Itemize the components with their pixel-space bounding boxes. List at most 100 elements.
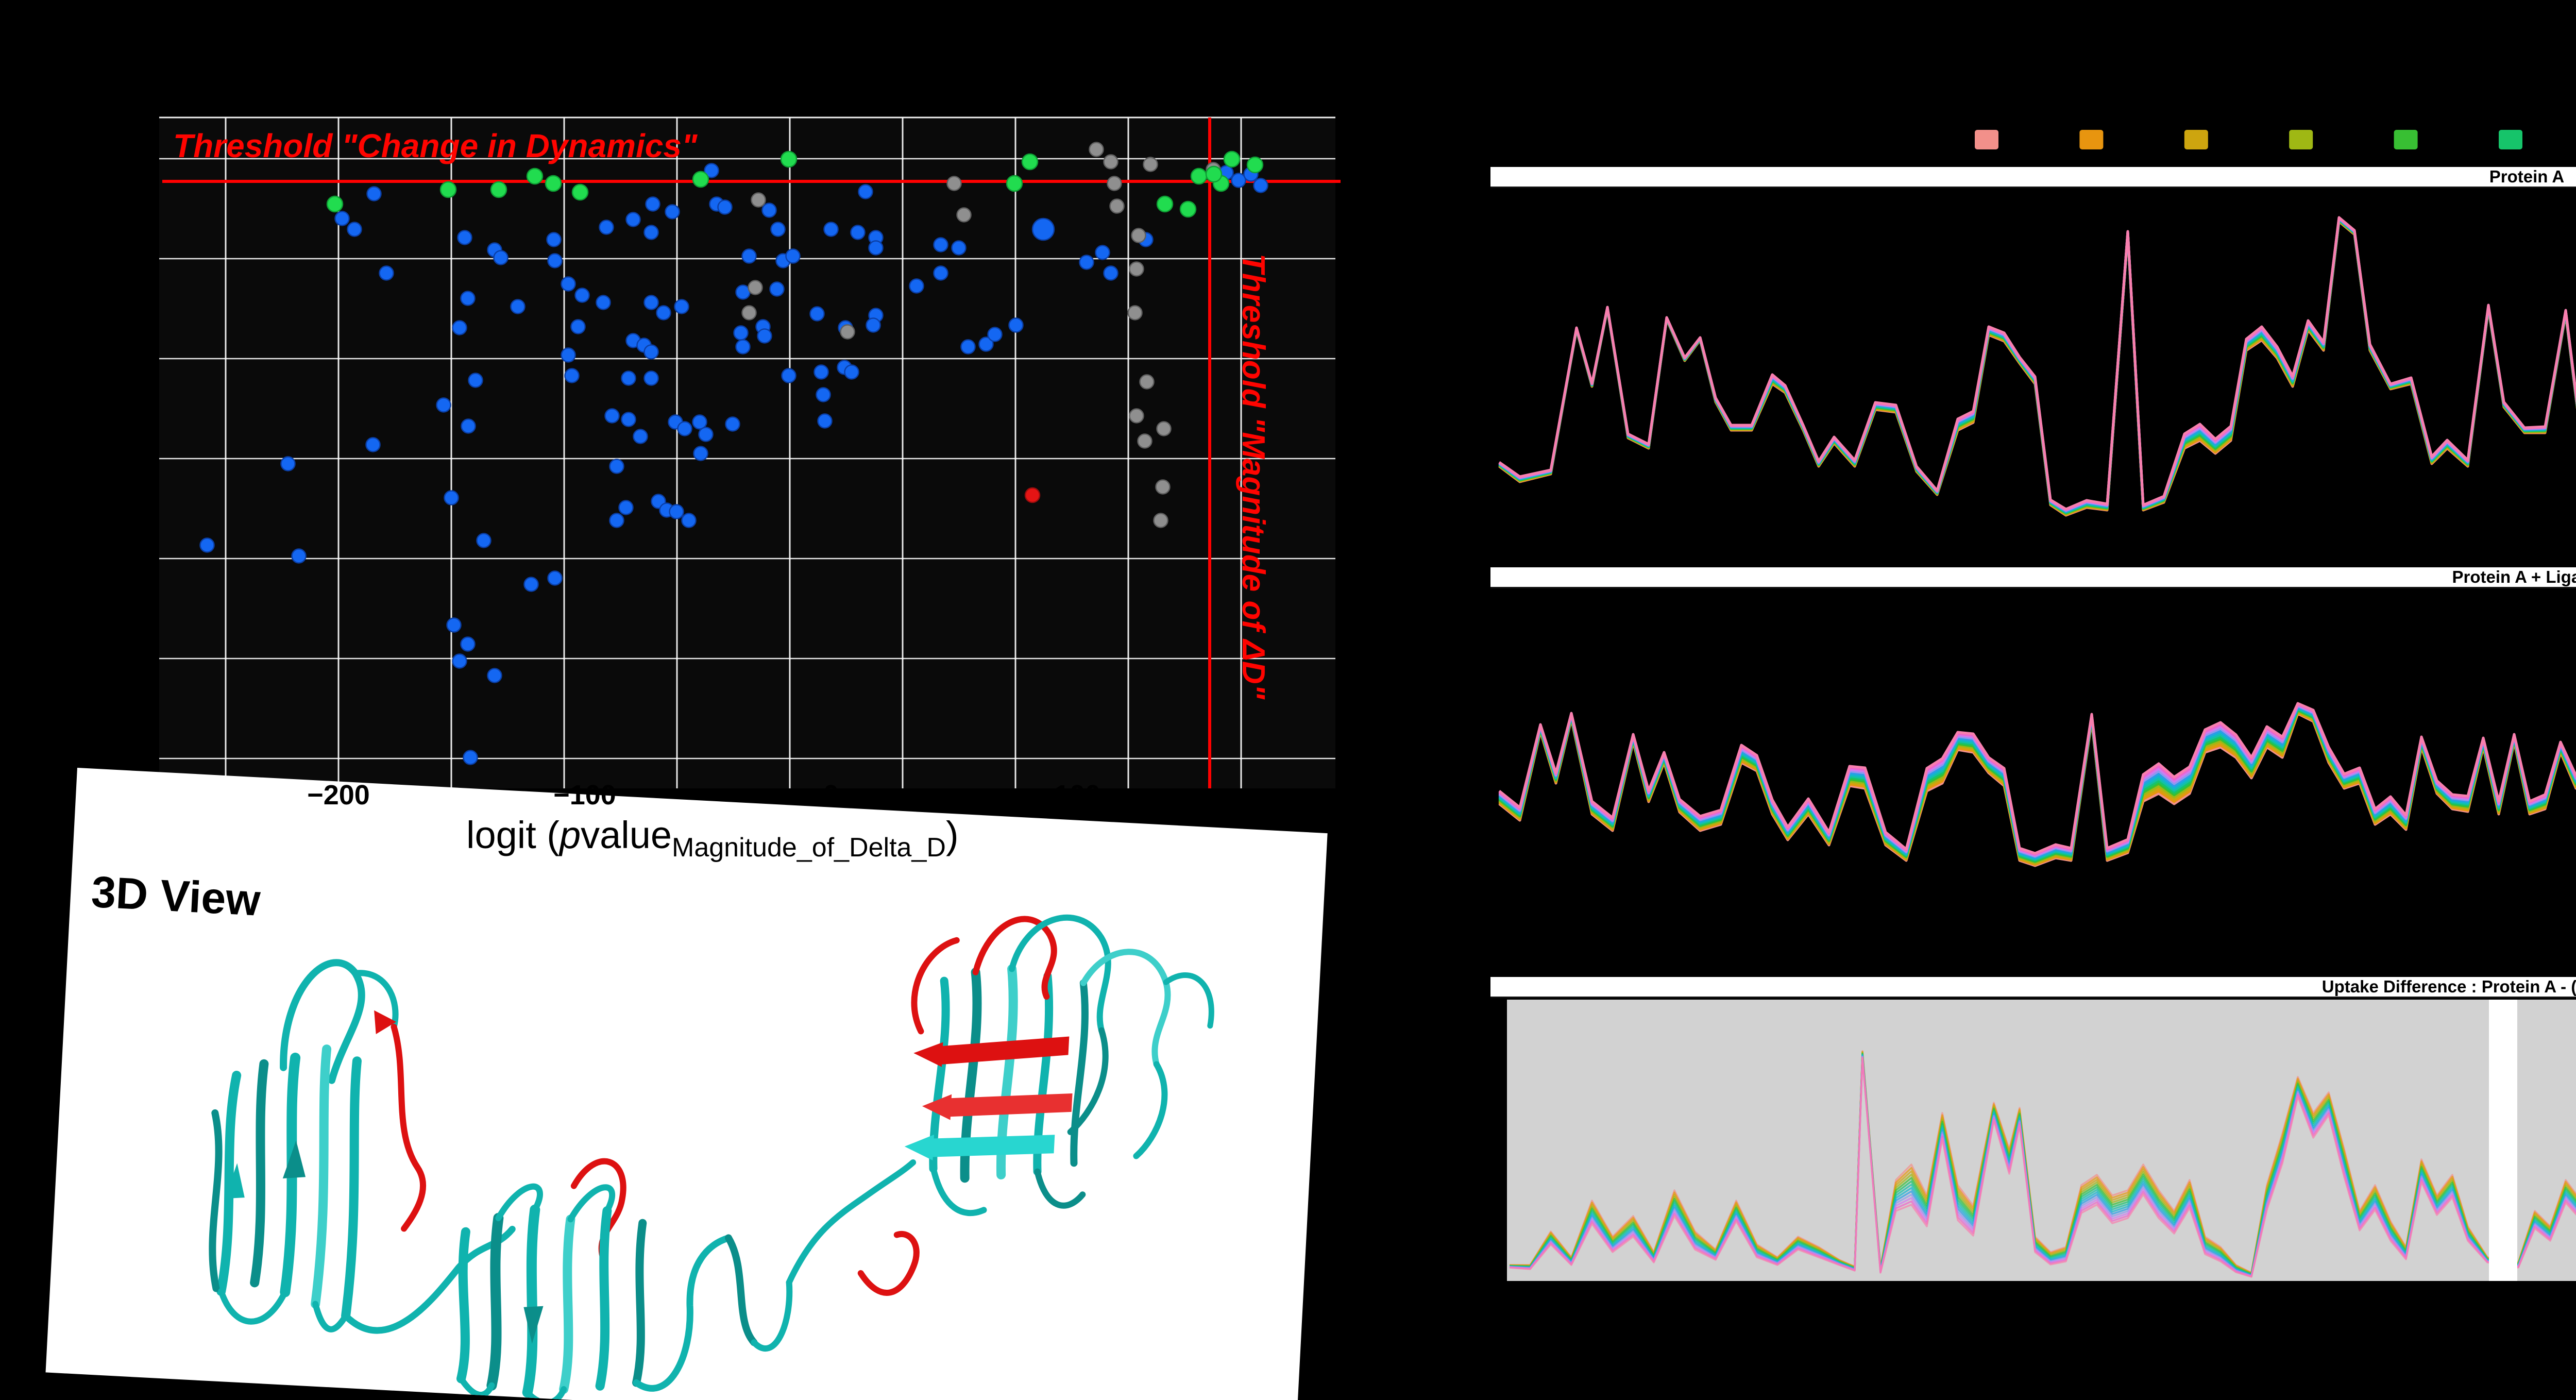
volcano-point-gray xyxy=(1089,142,1104,157)
volcano-point-blue xyxy=(1095,245,1110,260)
legend-swatch xyxy=(2499,130,2522,149)
volcano-x-tick: −100 xyxy=(553,780,616,811)
volcano-point-green xyxy=(1156,195,1174,213)
threshold-dynamics-label: Threshold "Change in Dynamics" xyxy=(173,127,698,164)
volcano-point-blue xyxy=(681,513,697,528)
3d-view-card[interactable]: 3D View xyxy=(45,768,1328,1400)
volcano-point-blue xyxy=(461,418,476,434)
volcano-point-blue xyxy=(468,373,483,388)
volcano-point-blue xyxy=(704,163,719,178)
volcano-point-blue xyxy=(618,500,634,515)
volcano-point-gray xyxy=(1107,176,1122,191)
legend-swatch xyxy=(2289,130,2313,149)
volcano-point-gray xyxy=(956,207,972,223)
volcano-point-blue xyxy=(643,225,659,240)
volcano-plot xyxy=(159,116,1341,788)
volcano-point-blue xyxy=(698,427,714,442)
volcano-point-green xyxy=(780,150,798,168)
volcano-point-blue xyxy=(933,265,948,281)
volcano-point-blue xyxy=(365,437,381,452)
volcano-point-blue xyxy=(547,253,563,268)
volcano-point-green xyxy=(571,183,589,201)
uptake-panel-3 xyxy=(1507,1000,2576,1281)
volcano-point-blue xyxy=(609,513,624,528)
volcano-point-blue xyxy=(564,368,580,383)
volcano-point-blue xyxy=(609,459,624,474)
volcano-point-blue xyxy=(933,237,948,252)
volcano-point-blue xyxy=(625,212,641,227)
volcano-x-tick: 100 xyxy=(1054,780,1101,811)
panel-title-protein-a: Protein A xyxy=(1490,167,2576,188)
volcano-point-blue xyxy=(570,319,586,334)
volcano-point-blue xyxy=(769,281,785,297)
volcano-point-green xyxy=(526,167,544,185)
volcano-point-gray xyxy=(1129,408,1144,424)
volcano-point-green xyxy=(545,175,562,192)
volcano-point-blue xyxy=(844,364,859,380)
volcano-point-blue xyxy=(547,570,563,586)
volcano-point-blue xyxy=(717,199,733,215)
volcano-point-blue xyxy=(645,196,660,212)
volcano-point-blue xyxy=(725,416,740,432)
volcano-point-blue xyxy=(987,327,1003,342)
volcano-point-red xyxy=(1024,487,1041,503)
volcano-point-blue xyxy=(978,336,994,352)
volcano-point-blue xyxy=(546,232,562,247)
volcano-point-blue xyxy=(621,370,636,386)
timepoint-legend xyxy=(1975,130,2522,149)
volcano-point-blue xyxy=(643,344,659,360)
volcano-point-blue xyxy=(379,265,394,281)
volcano-point-gray xyxy=(1129,261,1144,277)
volcano-x-tick: −200 xyxy=(307,780,370,811)
volcano-point-blue xyxy=(785,248,801,264)
volcano-point-blue xyxy=(643,295,659,310)
volcano-point-blue xyxy=(334,211,350,226)
volcano-point-blue xyxy=(674,299,689,314)
volcano-point-blue xyxy=(366,186,382,201)
protein-ribbon-illustration xyxy=(209,914,1214,1400)
volcano-point-blue xyxy=(561,347,576,363)
volcano-point-blue xyxy=(909,278,924,294)
volcano-point-green xyxy=(692,171,709,188)
volcano-point-gray xyxy=(1155,479,1171,495)
volcano-point-blue xyxy=(633,429,648,444)
volcano-x-axis-label: logit (pvalueMagnitude_of_Delta_D) xyxy=(466,814,959,863)
volcano-point-blue xyxy=(761,203,777,218)
volcano-point-gray xyxy=(1131,228,1146,243)
volcano-point-blue xyxy=(1079,255,1094,270)
volcano-x-tick: 0 xyxy=(823,780,839,811)
volcano-point-blue xyxy=(1231,173,1246,188)
volcano-point-blue xyxy=(621,412,636,427)
volcano-point-blue xyxy=(291,548,307,564)
volcano-point-blue xyxy=(1253,178,1268,193)
volcano-point-blue xyxy=(814,364,829,380)
volcano-point-gray xyxy=(1127,305,1143,321)
volcano-point-gray xyxy=(1103,154,1118,170)
volcano-point-blue xyxy=(643,370,659,386)
volcano-point-blue xyxy=(460,291,476,306)
volcano-point-blue xyxy=(460,636,476,652)
volcano-point-gray xyxy=(1139,374,1155,390)
volcano-point-blue xyxy=(452,653,467,669)
volcano-point-gray xyxy=(1156,421,1172,436)
volcano-point-blue xyxy=(733,325,749,341)
volcano-point-blue xyxy=(951,240,967,256)
volcano-point-green xyxy=(1205,165,1223,183)
volcano-point-green xyxy=(439,181,457,198)
legend-swatch xyxy=(2184,130,2208,149)
volcano-point-gray xyxy=(748,280,763,295)
panel-title-protein-a-ligand: Protein A + Ligand xyxy=(1490,567,2576,588)
legend-swatch xyxy=(1975,130,1998,149)
volcano-point-blue xyxy=(781,368,796,383)
volcano-point-blue xyxy=(510,299,526,314)
volcano-point-blue xyxy=(868,240,884,256)
uptake-panel-1 xyxy=(1498,216,2576,517)
volcano-point-blue xyxy=(463,750,478,765)
volcano-point-gray xyxy=(946,176,962,191)
volcano-point-blue xyxy=(446,617,462,633)
panel-title-uptake-difference: Uptake Difference : Protein A - (Protein… xyxy=(1490,977,2576,998)
volcano-point-blue xyxy=(817,413,833,429)
volcano-point-blue xyxy=(476,533,492,548)
